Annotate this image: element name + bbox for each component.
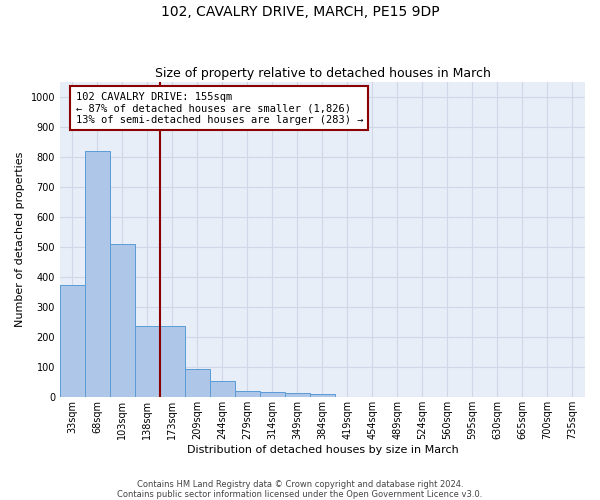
X-axis label: Distribution of detached houses by size in March: Distribution of detached houses by size … [187, 445, 458, 455]
Bar [210, 382, 235, 398]
Bar [185, 370, 210, 398]
Title: Size of property relative to detached houses in March: Size of property relative to detached ho… [155, 66, 490, 80]
Bar [285, 393, 310, 398]
Text: 102 CAVALRY DRIVE: 155sqm
← 87% of detached houses are smaller (1,826)
13% of se: 102 CAVALRY DRIVE: 155sqm ← 87% of detac… [76, 92, 363, 124]
Bar [160, 326, 185, 398]
Bar [85, 151, 110, 398]
Bar [260, 392, 285, 398]
Text: Contains HM Land Registry data © Crown copyright and database right 2024.
Contai: Contains HM Land Registry data © Crown c… [118, 480, 482, 499]
Bar [60, 284, 85, 398]
Bar [110, 244, 135, 398]
Bar [310, 394, 335, 398]
Text: 102, CAVALRY DRIVE, MARCH, PE15 9DP: 102, CAVALRY DRIVE, MARCH, PE15 9DP [161, 5, 439, 19]
Bar [235, 390, 260, 398]
Y-axis label: Number of detached properties: Number of detached properties [15, 152, 25, 328]
Bar [135, 326, 160, 398]
